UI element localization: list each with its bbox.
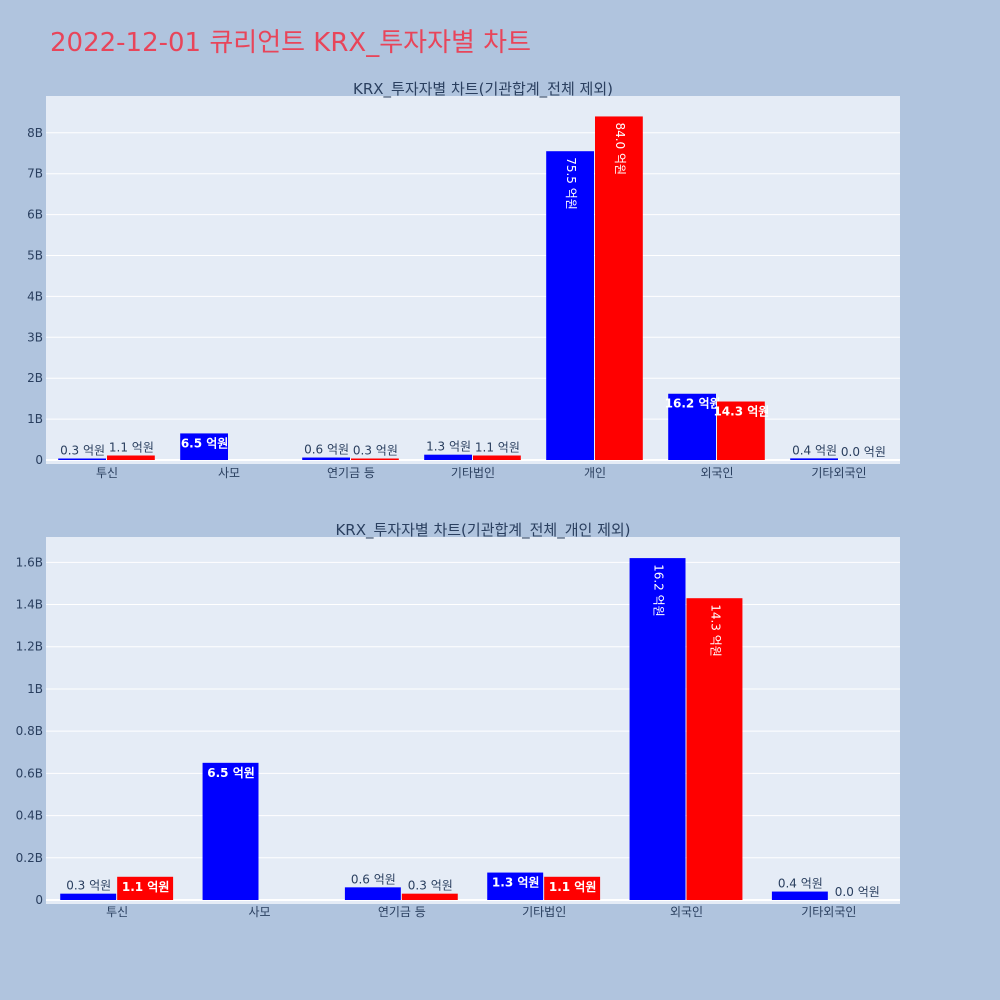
chart1-bar xyxy=(473,455,521,460)
chart2-category-label: 외국인 xyxy=(670,905,703,919)
chart1-ytick-label: 6B xyxy=(27,208,43,222)
chart2-ytick-label: 1.2B xyxy=(16,640,43,654)
chart1-bar xyxy=(668,393,716,460)
chart2-bar xyxy=(60,893,117,900)
chart2-data-label: 1.1 억원 xyxy=(549,880,597,894)
chart1-data-label: 84.0 억원 xyxy=(613,122,627,175)
chart2-ytick-label: 1B xyxy=(27,682,43,696)
chart1-ytick-label: 7B xyxy=(27,167,43,181)
chart1-category-label: 연기금 등 xyxy=(327,466,375,480)
chart1-ytick-label: 3B xyxy=(27,330,43,344)
chart1-data-label: 0.3 억원 xyxy=(60,444,105,458)
chart2-ytick-label: 0.2B xyxy=(16,851,43,865)
chart2-category-label: 투신 xyxy=(106,905,128,919)
chart2-data-label: 0.3 억원 xyxy=(66,879,111,893)
chart2-title: KRX_투자자별 차트(기관합계_전체_개인 제외) xyxy=(335,521,630,540)
chart2-data-label: 6.5 억원 xyxy=(207,766,255,780)
page-title: 2022-12-01 큐리언트 KRX_투자자별 차트 xyxy=(50,28,532,58)
chart2-data-label: 14.3 억원 xyxy=(708,604,722,657)
chart2-bar xyxy=(771,891,828,900)
chart2-ytick-label: 0.8B xyxy=(16,724,43,738)
chart1-category-label: 기타법인 xyxy=(451,466,495,480)
chart1-plot-area xyxy=(46,96,900,464)
chart1-ytick-label: 1B xyxy=(27,412,43,426)
chart1-ytick-label: 2B xyxy=(27,371,43,385)
chart1-bar xyxy=(546,151,594,460)
chart1-data-label: 6.5 억원 xyxy=(181,436,229,450)
chart1-data-label: 0.0 억원 xyxy=(841,445,886,459)
chart2-category-label: 기타법인 xyxy=(522,905,566,919)
chart2-category-label: 기타외국인 xyxy=(801,905,856,919)
chart1-bar xyxy=(351,458,399,460)
chart2-category-label: 사모 xyxy=(248,905,270,919)
chart1-data-label: 0.4 억원 xyxy=(792,443,837,457)
chart2-data-label: 16.2 억원 xyxy=(652,564,666,617)
chart2-bar xyxy=(487,872,544,900)
chart1-data-label: 0.3 억원 xyxy=(353,444,398,458)
chart2-data-label: 0.3 억원 xyxy=(408,879,453,893)
chart1-category-label: 기타외국인 xyxy=(811,466,866,480)
chart1-data-label: 16.2 억원 xyxy=(665,397,721,411)
chart2-bar xyxy=(344,887,401,900)
chart2-ytick-label: 1.6B xyxy=(16,555,43,569)
chart2-ytick-label: 0.6B xyxy=(16,766,43,780)
chart1-data-label: 14.3 억원 xyxy=(713,405,769,419)
chart2-data-label: 0.4 억원 xyxy=(778,877,823,891)
chart1-bar xyxy=(302,457,350,460)
chart1-ytick-label: 4B xyxy=(27,289,43,303)
chart2-ytick-label: 0.4B xyxy=(16,809,43,823)
chart2-data-label: 1.1 억원 xyxy=(122,880,170,894)
chart2-data-label: 0.0 억원 xyxy=(835,885,880,899)
chart2-data-label: 0.6 억원 xyxy=(351,872,396,886)
chart1-category-label: 개인 xyxy=(584,466,606,480)
chart1-ytick-label: 0 xyxy=(35,453,43,467)
chart1-category-label: 사모 xyxy=(218,466,240,480)
chart1-bar xyxy=(790,458,838,460)
chart1-bar xyxy=(107,455,155,460)
chart1-data-label: 75.5 억원 xyxy=(564,157,578,210)
chart1-bar xyxy=(180,433,228,460)
chart2-ytick-label: 0 xyxy=(35,893,43,907)
chart1-bar xyxy=(424,454,472,460)
chart2-bar xyxy=(202,762,259,900)
chart1-bar xyxy=(717,401,765,460)
chart2-bar xyxy=(544,876,601,900)
chart1-data-label: 1.3 억원 xyxy=(426,440,471,454)
chart2-plot-area xyxy=(46,537,900,904)
chart2-ytick-label: 1.4B xyxy=(16,598,43,612)
chart1-category-label: 투신 xyxy=(96,466,118,480)
chart1-data-label: 1.1 억원 xyxy=(475,441,520,455)
chart2-bar xyxy=(401,893,458,900)
chart2-category-label: 연기금 등 xyxy=(378,905,426,919)
chart1-ytick-label: 8B xyxy=(27,126,43,140)
chart2-bar xyxy=(686,598,743,900)
chart2-bar xyxy=(117,876,174,900)
chart1-bar xyxy=(595,116,643,461)
chart1-data-label: 0.6 억원 xyxy=(304,443,349,457)
chart1-category-label: 외국인 xyxy=(700,466,733,480)
chart1-bar xyxy=(58,458,106,460)
chart2-bar xyxy=(629,558,686,900)
chart1-title: KRX_투자자별 차트(기관합계_전체 제외) xyxy=(353,80,613,99)
chart1-ytick-label: 5B xyxy=(27,249,43,263)
chart1-data-label: 1.1 억원 xyxy=(109,441,154,455)
chart2-data-label: 1.3 억원 xyxy=(492,876,540,890)
